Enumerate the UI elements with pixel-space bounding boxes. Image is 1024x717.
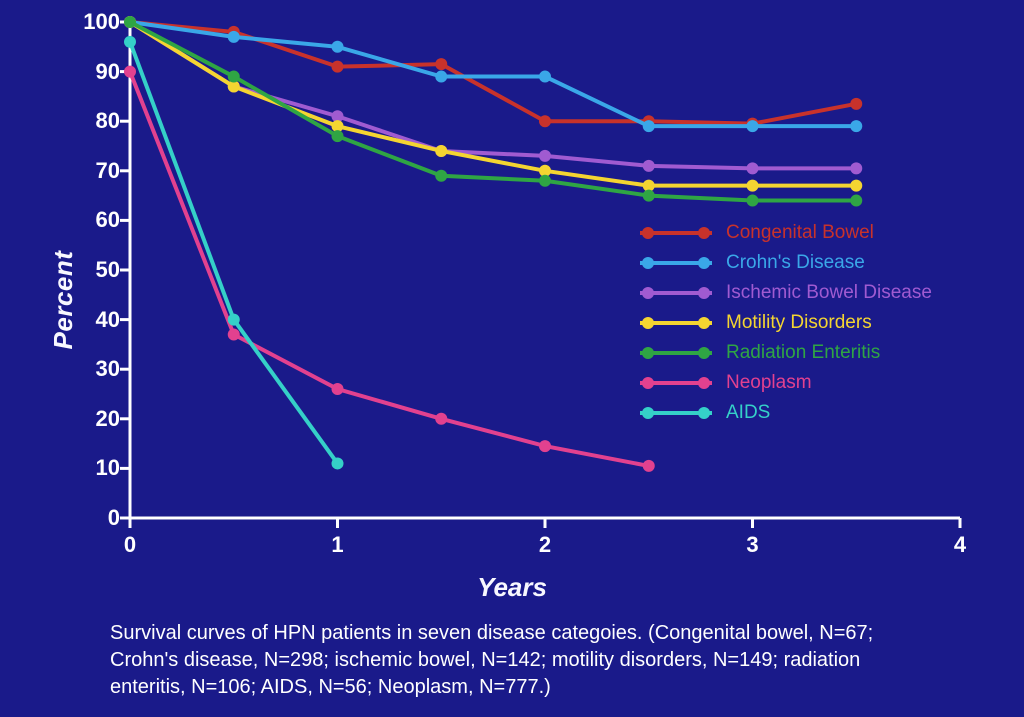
legend-label: Motility Disorders bbox=[726, 312, 872, 334]
x-tick-label: 1 bbox=[318, 532, 358, 558]
chart-caption: Survival curves of HPN patients in seven… bbox=[110, 620, 930, 701]
legend-item: Neoplasm bbox=[640, 368, 932, 398]
legend-item: Ischemic Bowel Disease bbox=[640, 278, 932, 308]
legend-label: Congenital Bowel bbox=[726, 222, 874, 244]
y-tick-label: 60 bbox=[70, 207, 120, 233]
legend-swatch bbox=[640, 231, 712, 235]
legend-item: Motility Disorders bbox=[640, 308, 932, 338]
x-tick-label: 0 bbox=[110, 532, 150, 558]
x-tick-label: 2 bbox=[525, 532, 565, 558]
y-tick-label: 40 bbox=[70, 307, 120, 333]
legend-label: Crohn's Disease bbox=[726, 252, 865, 274]
legend-item: AIDS bbox=[640, 398, 932, 428]
legend-label: Radiation Enteritis bbox=[726, 342, 880, 364]
y-tick-label: 80 bbox=[70, 108, 120, 134]
legend-item: Congenital Bowel bbox=[640, 218, 932, 248]
legend-swatch bbox=[640, 291, 712, 295]
y-tick-label: 50 bbox=[70, 257, 120, 283]
legend-swatch bbox=[640, 261, 712, 265]
legend: Congenital Bowel Crohn's Disease Ischemic … bbox=[640, 218, 932, 428]
x-axis-label: Years bbox=[477, 572, 547, 603]
legend-swatch bbox=[640, 351, 712, 355]
y-tick-label: 10 bbox=[70, 455, 120, 481]
legend-label: Neoplasm bbox=[726, 372, 812, 394]
y-tick-label: 100 bbox=[70, 9, 120, 35]
legend-swatch bbox=[640, 321, 712, 325]
y-tick-label: 70 bbox=[70, 158, 120, 184]
y-tick-label: 0 bbox=[70, 505, 120, 531]
legend-item: Radiation Enteritis bbox=[640, 338, 932, 368]
y-tick-label: 20 bbox=[70, 406, 120, 432]
y-tick-label: 30 bbox=[70, 356, 120, 382]
x-tick-label: 3 bbox=[733, 532, 773, 558]
legend-item: Crohn's Disease bbox=[640, 248, 932, 278]
y-tick-label: 90 bbox=[70, 59, 120, 85]
legend-swatch bbox=[640, 381, 712, 385]
x-tick-label: 4 bbox=[940, 532, 980, 558]
legend-label: AIDS bbox=[726, 402, 770, 424]
survival-chart: Percent Years 01020304050607080901000123… bbox=[0, 0, 1024, 717]
legend-label: Ischemic Bowel Disease bbox=[726, 282, 932, 304]
legend-swatch bbox=[640, 411, 712, 415]
